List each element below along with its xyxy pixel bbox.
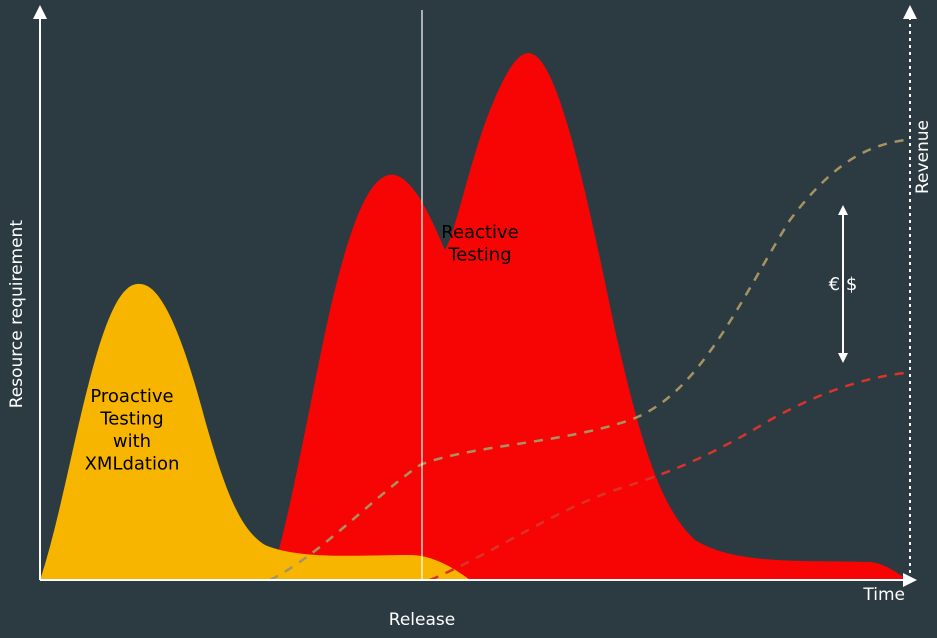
x-axis-label: Time xyxy=(862,585,905,605)
chart-svg: € $ Resource requirement Revenue Time Re… xyxy=(0,0,937,638)
y-axis-left-label: Resource requirement xyxy=(7,220,27,409)
release-label: Release xyxy=(389,610,455,630)
reactive-label: ReactiveTesting xyxy=(441,222,518,266)
chart-container: € $ Resource requirement Revenue Time Re… xyxy=(0,0,937,638)
revenue-gap-label: € $ xyxy=(829,274,858,295)
y-axis-right-label: Revenue xyxy=(913,120,933,194)
